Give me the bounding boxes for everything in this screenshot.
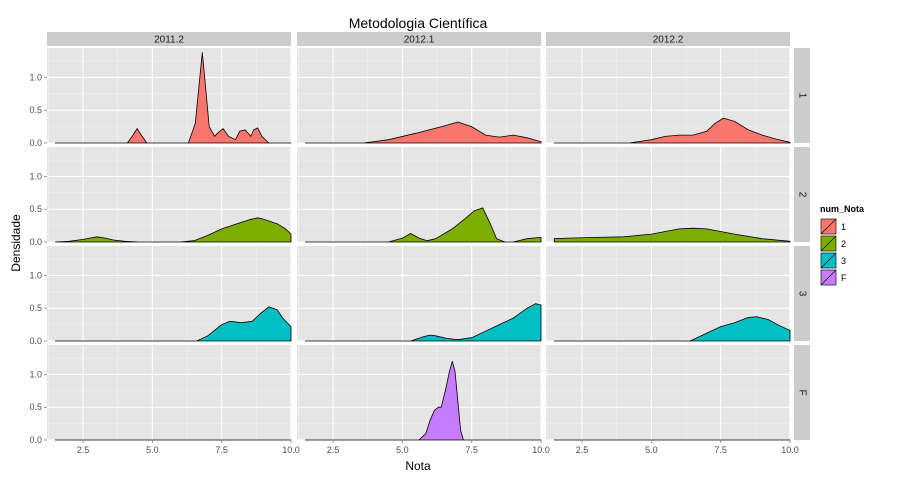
column-strip [47,32,291,46]
column-strip-label: 2011.2 [154,35,184,46]
column-strip-label: 2012.1 [404,35,435,46]
density-area [54,52,292,144]
x-tick-label: 10.0 [282,445,300,455]
legend-label: 2 [841,239,846,249]
row-strip [794,246,810,341]
legend-label: F [841,273,847,283]
density-area [54,306,292,342]
facet-panel [297,345,542,441]
facet-panel [546,246,791,342]
row-strip-label: 3 [796,291,807,297]
x-tick-label: 2.5 [77,445,90,455]
panel-background [546,147,790,242]
legend-swatch-slash [820,269,837,286]
y-tick-label: 0.0 [29,237,42,247]
column-strips: 2011.2 2012.1 2012.2 [47,32,790,46]
row-strip-label: 2 [796,192,807,198]
density-area [304,361,542,441]
legend-entry: 2 [819,234,846,253]
facet-panels [47,48,791,441]
y-tick-label: 0.0 [29,336,42,346]
density-area [304,207,542,243]
legend-label: 3 [841,256,846,266]
facet-panel [47,345,292,441]
y-axes: 0.0 0.5 1.0 0.0 0.5 1.0 0.0 0.5 1.0 0.0 0.5 1.0 [29,72,47,445]
column-strip [546,32,790,46]
legend-swatch-slash [820,235,837,252]
facet-panel [297,48,542,144]
legend-label: 1 [841,222,846,232]
density-area [553,316,791,342]
panel-background [546,48,790,143]
panel-background [297,345,541,440]
legend-entry: 3 [819,251,846,270]
panel-background [297,48,541,143]
y-tick-label: 1.0 [29,72,42,82]
legend-entry: 1 [819,217,846,236]
legend-entry: F [819,268,847,287]
x-tick-label: 7.5 [465,445,478,455]
y-tick-label: 0.5 [29,402,42,412]
facet-panel [546,147,791,243]
x-tick-label: 2.5 [327,445,340,455]
facet-panel [47,48,292,144]
x-tick-label: 5.0 [396,445,409,455]
x-axis-title: Nota [405,459,431,473]
x-tick-label: 7.5 [714,445,727,455]
y-tick-label: 1.0 [29,171,42,181]
y-tick-label: 1.0 [29,270,42,280]
row-strip [794,48,810,143]
row-strip [794,147,810,242]
density-area [553,227,791,243]
x-tick-label: 5.0 [146,445,159,455]
column-strip-label: 2012.2 [653,35,684,46]
y-tick-label: 0.0 [29,138,42,148]
y-tick-label: 1.0 [29,369,42,379]
panel-background [47,345,291,440]
density-area [553,117,791,144]
density-area [304,121,542,144]
facet-panel [546,48,791,144]
column-strip [297,32,541,46]
y-tick-label: 0.0 [29,435,42,445]
row-strips: 1 2 3 F [794,48,810,440]
legend-swatch-slash [820,218,837,235]
x-axis: 2.5 5.0 7.5 10.0 2.5 5.0 7.5 10.0 2.5 5.0 7.5 10.0 [77,440,799,455]
panel-background [47,48,291,143]
y-tick-label: 0.5 [29,105,42,115]
x-tick-label: 10.0 [532,445,550,455]
row-strip-label: F [796,389,807,395]
row-strip-label: 1 [796,93,807,99]
x-tick-label: 2.5 [576,445,589,455]
y-tick-label: 0.5 [29,303,42,313]
x-tick-label: 5.0 [645,445,658,455]
facet-panel [297,147,542,243]
row-strip [794,345,810,440]
legend-title: num_Nota [820,204,865,214]
x-tick-label: 7.5 [215,445,228,455]
y-tick-label: 0.5 [29,204,42,214]
panel-background [297,147,541,242]
facet-panel [546,345,791,441]
y-axis-title: Densidade [9,214,23,272]
legend-swatch-slash [820,252,837,269]
density-area [304,303,542,342]
legend: num_Nota 1 2 3 F [819,204,865,287]
chart-title: Metodologia Científica [349,15,488,31]
panel-background [546,345,790,440]
x-tick-label: 10.0 [781,445,799,455]
density-area [54,217,292,243]
